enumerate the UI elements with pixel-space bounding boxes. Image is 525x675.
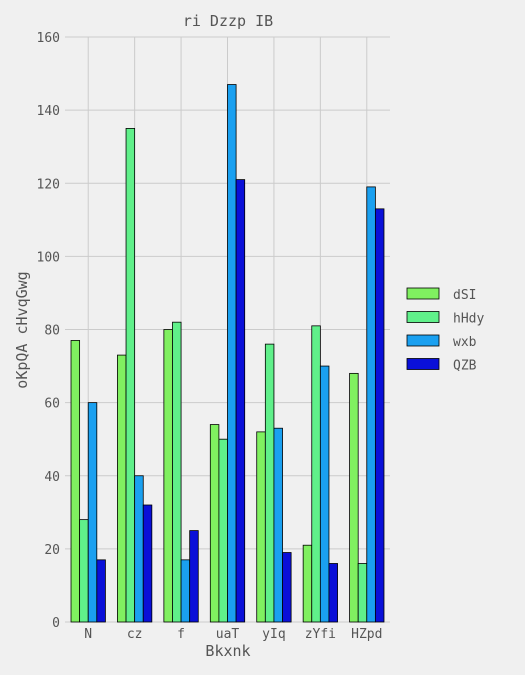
bar-hHdy-f	[172, 321, 182, 623]
chart-title: ri Dzzp IB	[183, 12, 273, 30]
legend-swatch-QZB	[406, 358, 440, 370]
x-tick-label: N	[84, 627, 92, 642]
bar-hHdy-HZpd	[357, 563, 368, 623]
legend-label-QZB: QZB	[453, 359, 477, 374]
y-tick-label: 40	[44, 470, 60, 485]
bar-QZB-HZpd	[374, 208, 385, 623]
bar-wxb-N	[87, 402, 98, 623]
y-tick-label: 120	[37, 177, 60, 192]
bar-hHdy-N	[79, 519, 89, 623]
legend-swatch-wxb	[406, 334, 440, 347]
legend-swatch-dSI	[406, 287, 440, 300]
bar-QZB-zYfi	[328, 563, 338, 623]
bar-wxb-cz	[134, 475, 144, 623]
legend-label-dSI: dSI	[453, 288, 476, 303]
bar-QZB-N	[96, 559, 106, 623]
x-tick-label: uaT	[216, 627, 240, 642]
bar-dSI-N	[70, 340, 81, 623]
bar-QZB-yIq	[282, 552, 292, 623]
bar-QZB-f	[189, 530, 199, 623]
bar-QZB-uaT	[235, 179, 246, 623]
legend-label-wxb: wxb	[453, 335, 477, 350]
bar-hHdy-cz	[125, 128, 136, 623]
legend-swatch-hHdy	[406, 311, 440, 323]
bar-dSI-f	[163, 329, 173, 623]
y-axis-ticks: 0 20 40 60 80 100 120 140 160	[37, 31, 60, 631]
y-axis-label: oKpQA cHvqGwg	[13, 271, 31, 388]
bar-dSI-cz	[117, 354, 127, 623]
bar-QZB-cz	[142, 504, 153, 623]
legend-label-hHdy: hHdy	[453, 312, 484, 327]
x-tick-label: HZpd	[351, 627, 382, 642]
bar-dSI-yIq	[256, 431, 266, 623]
y-tick-label: 100	[37, 250, 60, 265]
bar-dSI-uaT	[209, 424, 220, 623]
y-tick-label: 0	[52, 616, 60, 631]
bar-wxb-uaT	[227, 84, 237, 623]
x-tick-label: zYfi	[305, 627, 336, 642]
x-tick-label: yIq	[262, 627, 285, 642]
bar-wxb-HZpd	[366, 186, 376, 623]
y-tick-label: 160	[37, 31, 60, 46]
legend: dSI hHdy wxb QZB	[406, 287, 484, 374]
y-tick-label: 20	[44, 543, 60, 558]
bars-group	[70, 84, 385, 623]
bar-dSI-zYfi	[302, 544, 313, 623]
x-axis-label: Bkxnk	[205, 642, 250, 660]
bar-hHdy-uaT	[218, 438, 228, 623]
x-tick-label: cz	[127, 627, 143, 642]
y-tick-label: 80	[44, 324, 60, 339]
bar-hHdy-zYfi	[311, 325, 321, 623]
bar-wxb-yIq	[273, 427, 283, 623]
bar-hHdy-yIq	[264, 343, 275, 623]
y-tick-label: 140	[37, 104, 60, 119]
bar-wxb-f	[180, 559, 191, 623]
bar-wxb-zYfi	[319, 365, 330, 623]
bar-dSI-HZpd	[349, 372, 359, 623]
y-tick-label: 60	[44, 397, 60, 412]
x-tick-label: f	[177, 627, 185, 642]
